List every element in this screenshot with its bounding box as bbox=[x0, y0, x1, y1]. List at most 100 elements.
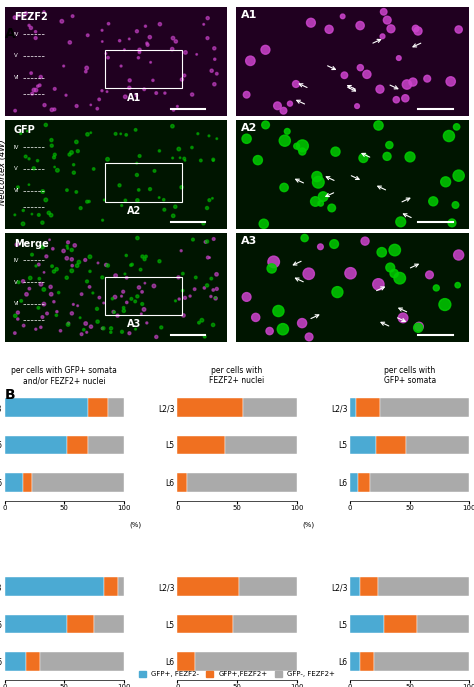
Point bbox=[317, 241, 324, 252]
Point bbox=[151, 166, 158, 177]
Point bbox=[133, 90, 140, 101]
Point bbox=[94, 316, 101, 327]
Point bbox=[87, 321, 95, 332]
Text: IV: IV bbox=[14, 32, 19, 36]
Point bbox=[107, 327, 115, 338]
Point bbox=[182, 47, 189, 58]
Point bbox=[121, 269, 129, 280]
Point bbox=[299, 146, 306, 157]
Bar bbox=[356, 398, 380, 417]
Point bbox=[32, 324, 40, 335]
Point bbox=[172, 201, 179, 212]
Point bbox=[266, 326, 273, 337]
Point bbox=[133, 170, 141, 181]
Point bbox=[99, 323, 106, 334]
Point bbox=[213, 133, 220, 144]
Point bbox=[121, 91, 129, 102]
Point bbox=[118, 291, 125, 302]
Point bbox=[181, 155, 189, 166]
Point bbox=[339, 11, 346, 22]
Point bbox=[455, 249, 463, 260]
Point bbox=[83, 327, 91, 338]
Point bbox=[210, 319, 217, 330]
Bar bbox=[380, 398, 469, 417]
Point bbox=[83, 196, 91, 207]
Point bbox=[41, 100, 48, 111]
Point bbox=[197, 155, 205, 166]
Point bbox=[188, 89, 196, 100]
Point bbox=[73, 137, 80, 148]
Point bbox=[392, 94, 400, 105]
Point bbox=[138, 299, 146, 310]
Point bbox=[174, 272, 182, 283]
Point bbox=[210, 155, 217, 166]
Point bbox=[375, 120, 383, 131]
Point bbox=[161, 204, 168, 215]
Point bbox=[315, 177, 322, 188]
Point bbox=[100, 194, 108, 205]
Point bbox=[53, 306, 61, 317]
Point bbox=[89, 287, 97, 298]
Bar bbox=[225, 436, 297, 454]
Point bbox=[317, 198, 325, 209]
Point bbox=[403, 79, 410, 90]
Point bbox=[35, 302, 42, 313]
Point bbox=[246, 55, 254, 66]
Point bbox=[305, 331, 313, 342]
Point bbox=[37, 279, 45, 290]
Point bbox=[93, 304, 101, 315]
Point bbox=[441, 299, 449, 310]
Point bbox=[200, 218, 207, 229]
Bar bbox=[177, 436, 225, 454]
Point bbox=[203, 236, 211, 247]
Point bbox=[189, 234, 197, 245]
Point bbox=[51, 104, 58, 115]
Point bbox=[126, 328, 133, 339]
Point bbox=[99, 272, 106, 283]
Point bbox=[57, 325, 64, 336]
Point bbox=[274, 306, 282, 317]
Point bbox=[15, 277, 22, 288]
Point bbox=[126, 75, 134, 86]
Bar bbox=[374, 652, 469, 671]
Point bbox=[136, 150, 144, 161]
Point bbox=[32, 260, 40, 271]
Point bbox=[298, 317, 306, 328]
Point bbox=[43, 251, 50, 262]
Point bbox=[363, 69, 371, 80]
Point bbox=[111, 291, 119, 302]
Point bbox=[39, 312, 46, 323]
Point bbox=[35, 259, 43, 270]
Point bbox=[64, 237, 72, 248]
Point bbox=[136, 47, 143, 58]
Point bbox=[169, 153, 176, 164]
Point bbox=[47, 289, 55, 300]
Point bbox=[19, 218, 27, 229]
Point bbox=[99, 36, 106, 47]
Point bbox=[100, 297, 108, 308]
Point bbox=[118, 200, 126, 211]
Point bbox=[51, 83, 58, 94]
Point bbox=[378, 247, 385, 258]
Point bbox=[445, 131, 453, 142]
Point bbox=[273, 100, 281, 111]
Point bbox=[64, 243, 72, 254]
Point bbox=[58, 16, 65, 27]
Text: (%): (%) bbox=[130, 521, 142, 528]
Bar bbox=[177, 615, 233, 633]
Bar bbox=[233, 615, 297, 633]
Point bbox=[286, 98, 294, 109]
Text: V: V bbox=[14, 54, 18, 58]
Bar bbox=[5, 652, 26, 671]
Point bbox=[179, 285, 186, 296]
Point bbox=[122, 250, 130, 261]
Point bbox=[117, 60, 125, 71]
Point bbox=[11, 311, 19, 322]
Bar bbox=[26, 652, 40, 671]
Point bbox=[51, 149, 59, 160]
Point bbox=[53, 310, 60, 321]
Point bbox=[391, 268, 398, 279]
Point bbox=[341, 70, 348, 81]
Point bbox=[142, 21, 149, 32]
Point bbox=[25, 153, 33, 164]
